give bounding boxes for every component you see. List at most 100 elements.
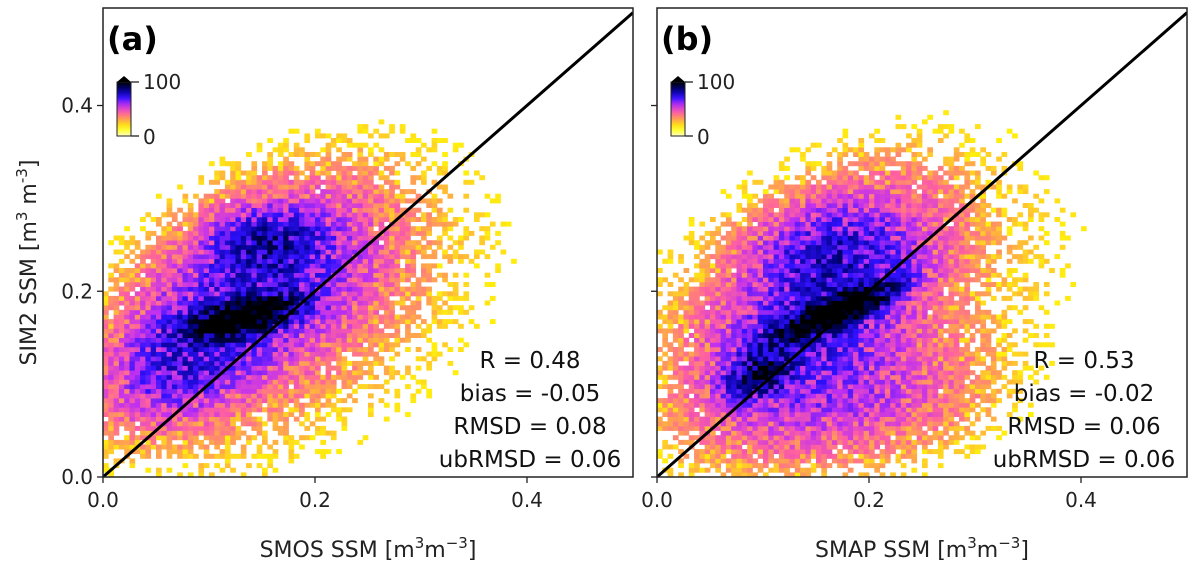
density-cell: [694, 254, 700, 260]
density-cell: [694, 374, 700, 380]
density-cell: [299, 388, 305, 394]
density-cell: [171, 384, 178, 390]
density-cell: [235, 179, 242, 185]
density-cell: [410, 138, 417, 143]
density-cell: [129, 430, 136, 436]
density-cell: [741, 342, 748, 348]
density-cell: [283, 379, 289, 385]
density-cell: [166, 365, 173, 371]
density-cell: [731, 244, 737, 250]
density-cell: [277, 379, 284, 385]
density-cell: [704, 291, 711, 297]
density-cell: [150, 412, 157, 417]
density-cell: [277, 217, 284, 222]
density-cell: [704, 240, 711, 246]
density-cell: [810, 217, 817, 222]
density-cell: [267, 203, 273, 208]
density-cell: [694, 384, 700, 390]
density-cell: [145, 398, 152, 404]
density-cell: [710, 379, 716, 385]
density-cell: [267, 333, 273, 338]
density-cell: [662, 458, 668, 464]
density-cell: [219, 393, 226, 399]
density-cell: [415, 138, 422, 143]
density-cell: [150, 286, 157, 292]
density-cell: [810, 412, 817, 417]
density-cell: [118, 235, 125, 241]
density-cell: [683, 356, 690, 362]
density-cell: [405, 319, 411, 325]
density-cell: [778, 430, 785, 436]
density-cell: [161, 254, 167, 260]
density-cell: [362, 184, 369, 190]
density-cell: [219, 221, 226, 227]
density-cell: [309, 258, 316, 264]
density-cell: [325, 347, 332, 352]
density-cell: [150, 393, 157, 399]
density-cell: [330, 226, 337, 232]
density-cell: [193, 388, 199, 394]
density-cell: [150, 407, 157, 413]
density-cell: [778, 179, 785, 185]
density-cell: [129, 374, 136, 380]
density-cell: [683, 439, 690, 445]
density-cell: [773, 291, 780, 297]
density-cell: [688, 398, 695, 404]
density-cell: [468, 305, 475, 311]
density-cell: [193, 277, 199, 283]
density-cell: [741, 305, 748, 311]
density-cell: [463, 282, 470, 287]
density-cell: [763, 430, 769, 436]
density-cell: [262, 393, 268, 399]
density-cell: [436, 198, 443, 204]
density-cell: [710, 416, 716, 422]
density-cell: [357, 300, 364, 306]
density-cell: [267, 398, 273, 404]
density-cell: [763, 198, 769, 204]
density-cell: [203, 258, 210, 264]
density-cell: [368, 333, 374, 338]
density-cell: [410, 268, 417, 273]
density-cell: [203, 277, 210, 283]
density-cell: [240, 244, 247, 250]
density-cell: [778, 388, 785, 394]
density-cell: [378, 305, 385, 311]
density-cell: [431, 147, 438, 153]
density-cell: [256, 309, 263, 315]
density-cell: [789, 277, 796, 283]
density-cell: [741, 189, 748, 195]
density-cell: [447, 258, 454, 264]
density-cell: [794, 384, 801, 390]
density-cell: [800, 421, 806, 427]
density-cell: [357, 198, 364, 204]
density-cell: [436, 221, 443, 227]
density-cell: [736, 370, 743, 376]
density-cell: [293, 323, 300, 329]
density-cell: [262, 161, 268, 167]
density-cell: [166, 384, 173, 390]
density-cell: [704, 347, 711, 352]
density-cell: [715, 374, 721, 380]
density-cell: [209, 221, 215, 227]
density-cell: [694, 412, 700, 417]
density-cell: [145, 286, 152, 292]
density-cell: [784, 370, 790, 376]
density-cell: [346, 337, 353, 343]
density-cell: [368, 314, 374, 320]
density-cell: [352, 333, 358, 338]
density-cell: [405, 217, 411, 222]
density-cell: [747, 439, 753, 445]
density-cell: [108, 295, 114, 301]
density-cell: [267, 258, 273, 264]
density-cell: [272, 337, 279, 343]
density-cell: [262, 189, 268, 195]
density-cell: [378, 254, 385, 260]
density-cell: [256, 193, 263, 199]
density-cell: [288, 268, 295, 273]
density-cell: [166, 351, 173, 357]
density-cell: [474, 323, 480, 329]
density-cell: [720, 300, 727, 306]
density-cell: [182, 435, 189, 441]
density-cell: [230, 393, 236, 399]
density-cell: [203, 323, 210, 329]
